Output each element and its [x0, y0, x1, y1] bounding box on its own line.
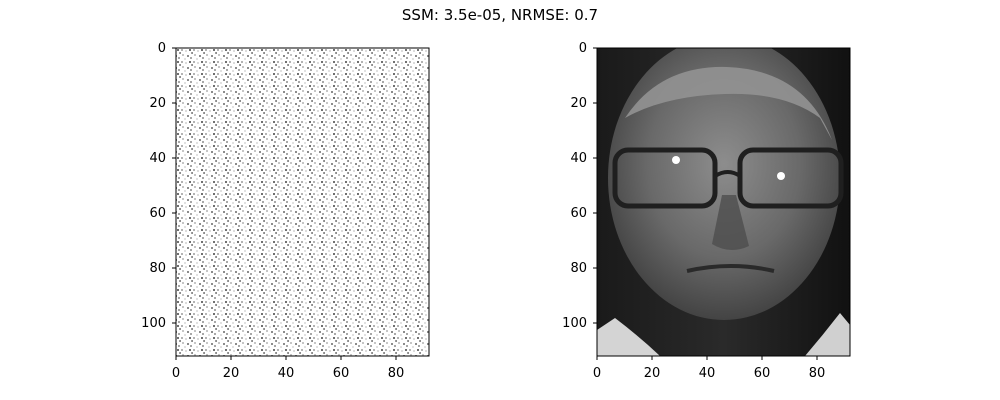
left-y-tick-label: 60 [149, 206, 166, 221]
left-y-tick-label: 80 [149, 261, 166, 276]
left-y-tick-label: 0 [158, 41, 166, 56]
right-y-tick-label: 100 [562, 316, 587, 331]
right-y-tick-label: 40 [570, 151, 587, 166]
right-x-tick-label: 0 [593, 366, 601, 381]
right-x-ticks: 0 20 40 60 80 [593, 356, 825, 381]
left-x-tick-label: 40 [278, 366, 295, 381]
left-x-tick-label: 80 [388, 366, 405, 381]
right-y-tick-label: 80 [570, 261, 587, 276]
right-y-tick-label: 20 [570, 96, 587, 111]
figure-title: SSM: 3.5e-05, NRMSE: 0.7 [402, 6, 598, 24]
right-y-tick-label: 0 [579, 41, 587, 56]
right-axes-frame [596, 47, 851, 357]
right-x-tick-label: 20 [644, 366, 661, 381]
face-image [597, 48, 850, 356]
left-x-tick-label: 20 [223, 366, 240, 381]
right-panel: 0 20 40 60 80 0 20 40 60 80 100 [562, 41, 851, 381]
right-x-tick-label: 40 [699, 366, 716, 381]
right-y-ticks: 0 20 40 60 80 100 [562, 41, 597, 331]
right-y-tick-label: 60 [570, 206, 587, 221]
left-y-tick-label: 20 [149, 96, 166, 111]
left-x-tick-label: 0 [172, 366, 180, 381]
left-x-ticks: 0 20 40 60 80 [172, 356, 404, 381]
left-x-tick-label: 60 [333, 366, 350, 381]
right-x-tick-label: 80 [809, 366, 826, 381]
left-axes-frame [175, 47, 430, 357]
left-y-ticks: 0 20 40 60 80 100 [141, 41, 176, 331]
left-panel: 0 20 40 60 80 0 20 40 60 80 100 [141, 41, 430, 381]
right-x-tick-label: 60 [754, 366, 771, 381]
left-y-tick-label: 40 [149, 151, 166, 166]
noise-image [176, 48, 429, 356]
left-y-tick-label: 100 [141, 316, 166, 331]
